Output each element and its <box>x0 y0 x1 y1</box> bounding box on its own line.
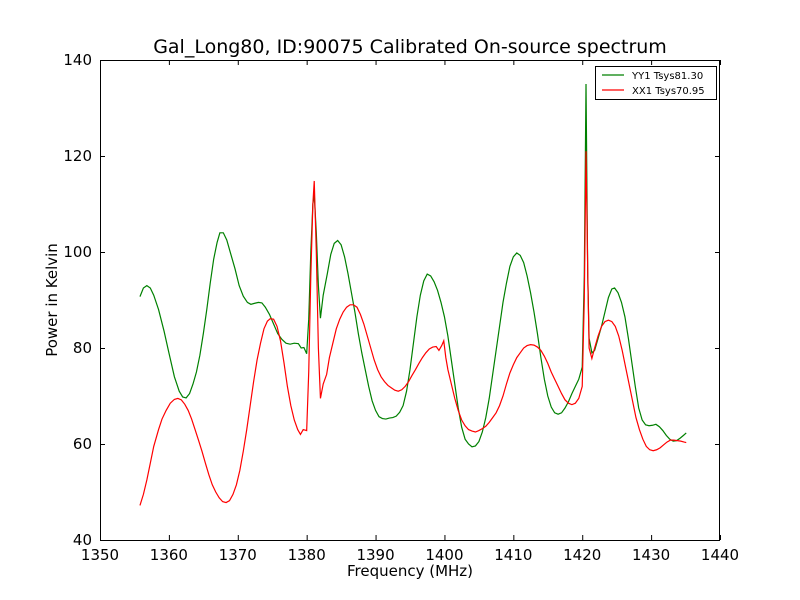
x-tick-label: 1360 <box>150 546 188 564</box>
y-tick-label: 40 <box>73 531 92 549</box>
x-axis-label: Frequency (MHz) <box>347 562 473 580</box>
legend-entry: XX1 Tsys70.95 <box>632 86 705 97</box>
x-tick-label: 1420 <box>563 546 601 564</box>
x-tick-label: 1380 <box>288 546 326 564</box>
x-tick-label: 1390 <box>356 546 394 564</box>
legend-box <box>595 66 717 100</box>
chart-title: Gal_Long80, ID:90075 Calibrated On-sourc… <box>153 36 667 58</box>
series-line-xx1 <box>139 151 687 506</box>
x-tick-label: 1430 <box>632 546 670 564</box>
x-tick-label: 1370 <box>219 546 257 564</box>
y-tick-label: 140 <box>63 51 92 69</box>
y-tick-label: 100 <box>63 243 92 261</box>
x-tick-label: 1410 <box>494 546 532 564</box>
y-axis: 40 60 80 100 120 140 <box>63 51 720 549</box>
x-tick-label: 1350 <box>81 546 119 564</box>
legend: YY1 Tsys81.30 XX1 Tsys70.95 <box>595 66 717 100</box>
y-axis-label: Power in Kelvin <box>43 243 61 357</box>
plot-frame <box>100 60 720 541</box>
y-tick-label: 120 <box>63 147 92 165</box>
series-line-yy1 <box>139 83 687 448</box>
x-axis: 1350 1360 1370 1380 1390 1400 1410 1420 1430 1440 <box>81 60 739 564</box>
legend-entry: YY1 Tsys81.30 <box>631 71 703 82</box>
y-tick-label: 80 <box>73 339 92 357</box>
x-tick-label: 1400 <box>425 546 463 564</box>
x-tick-label: 1440 <box>701 546 739 564</box>
y-tick-label: 60 <box>73 435 92 453</box>
